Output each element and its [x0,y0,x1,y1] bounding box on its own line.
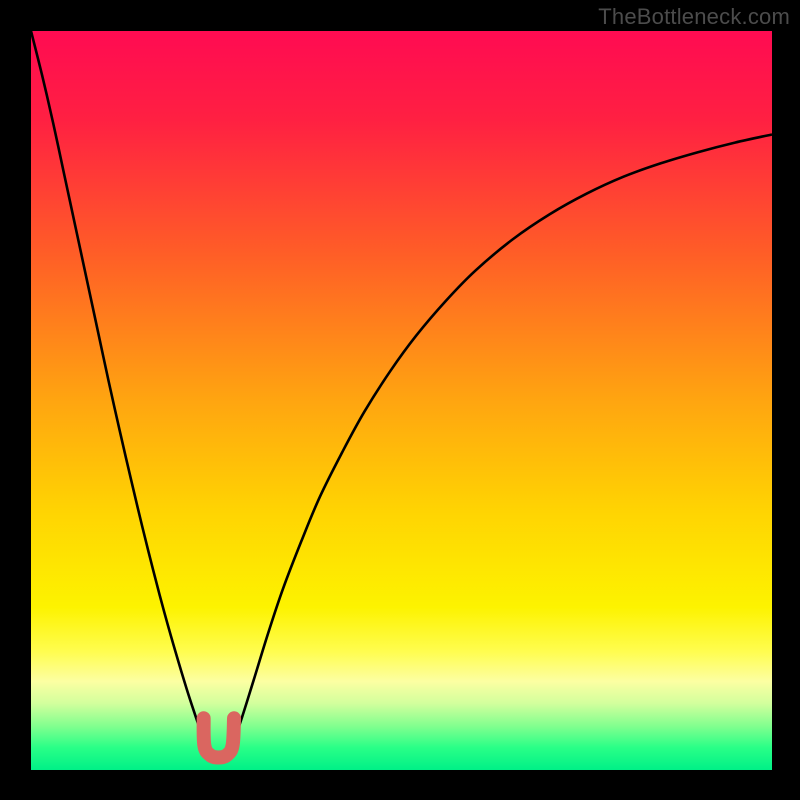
bottleneck-chart [0,0,800,800]
plot-background [31,31,772,770]
watermark-text: TheBottleneck.com [598,4,790,30]
frame-right [772,0,800,800]
chart-stage: TheBottleneck.com [0,0,800,800]
frame-bottom [0,770,800,800]
frame-left [0,0,31,800]
